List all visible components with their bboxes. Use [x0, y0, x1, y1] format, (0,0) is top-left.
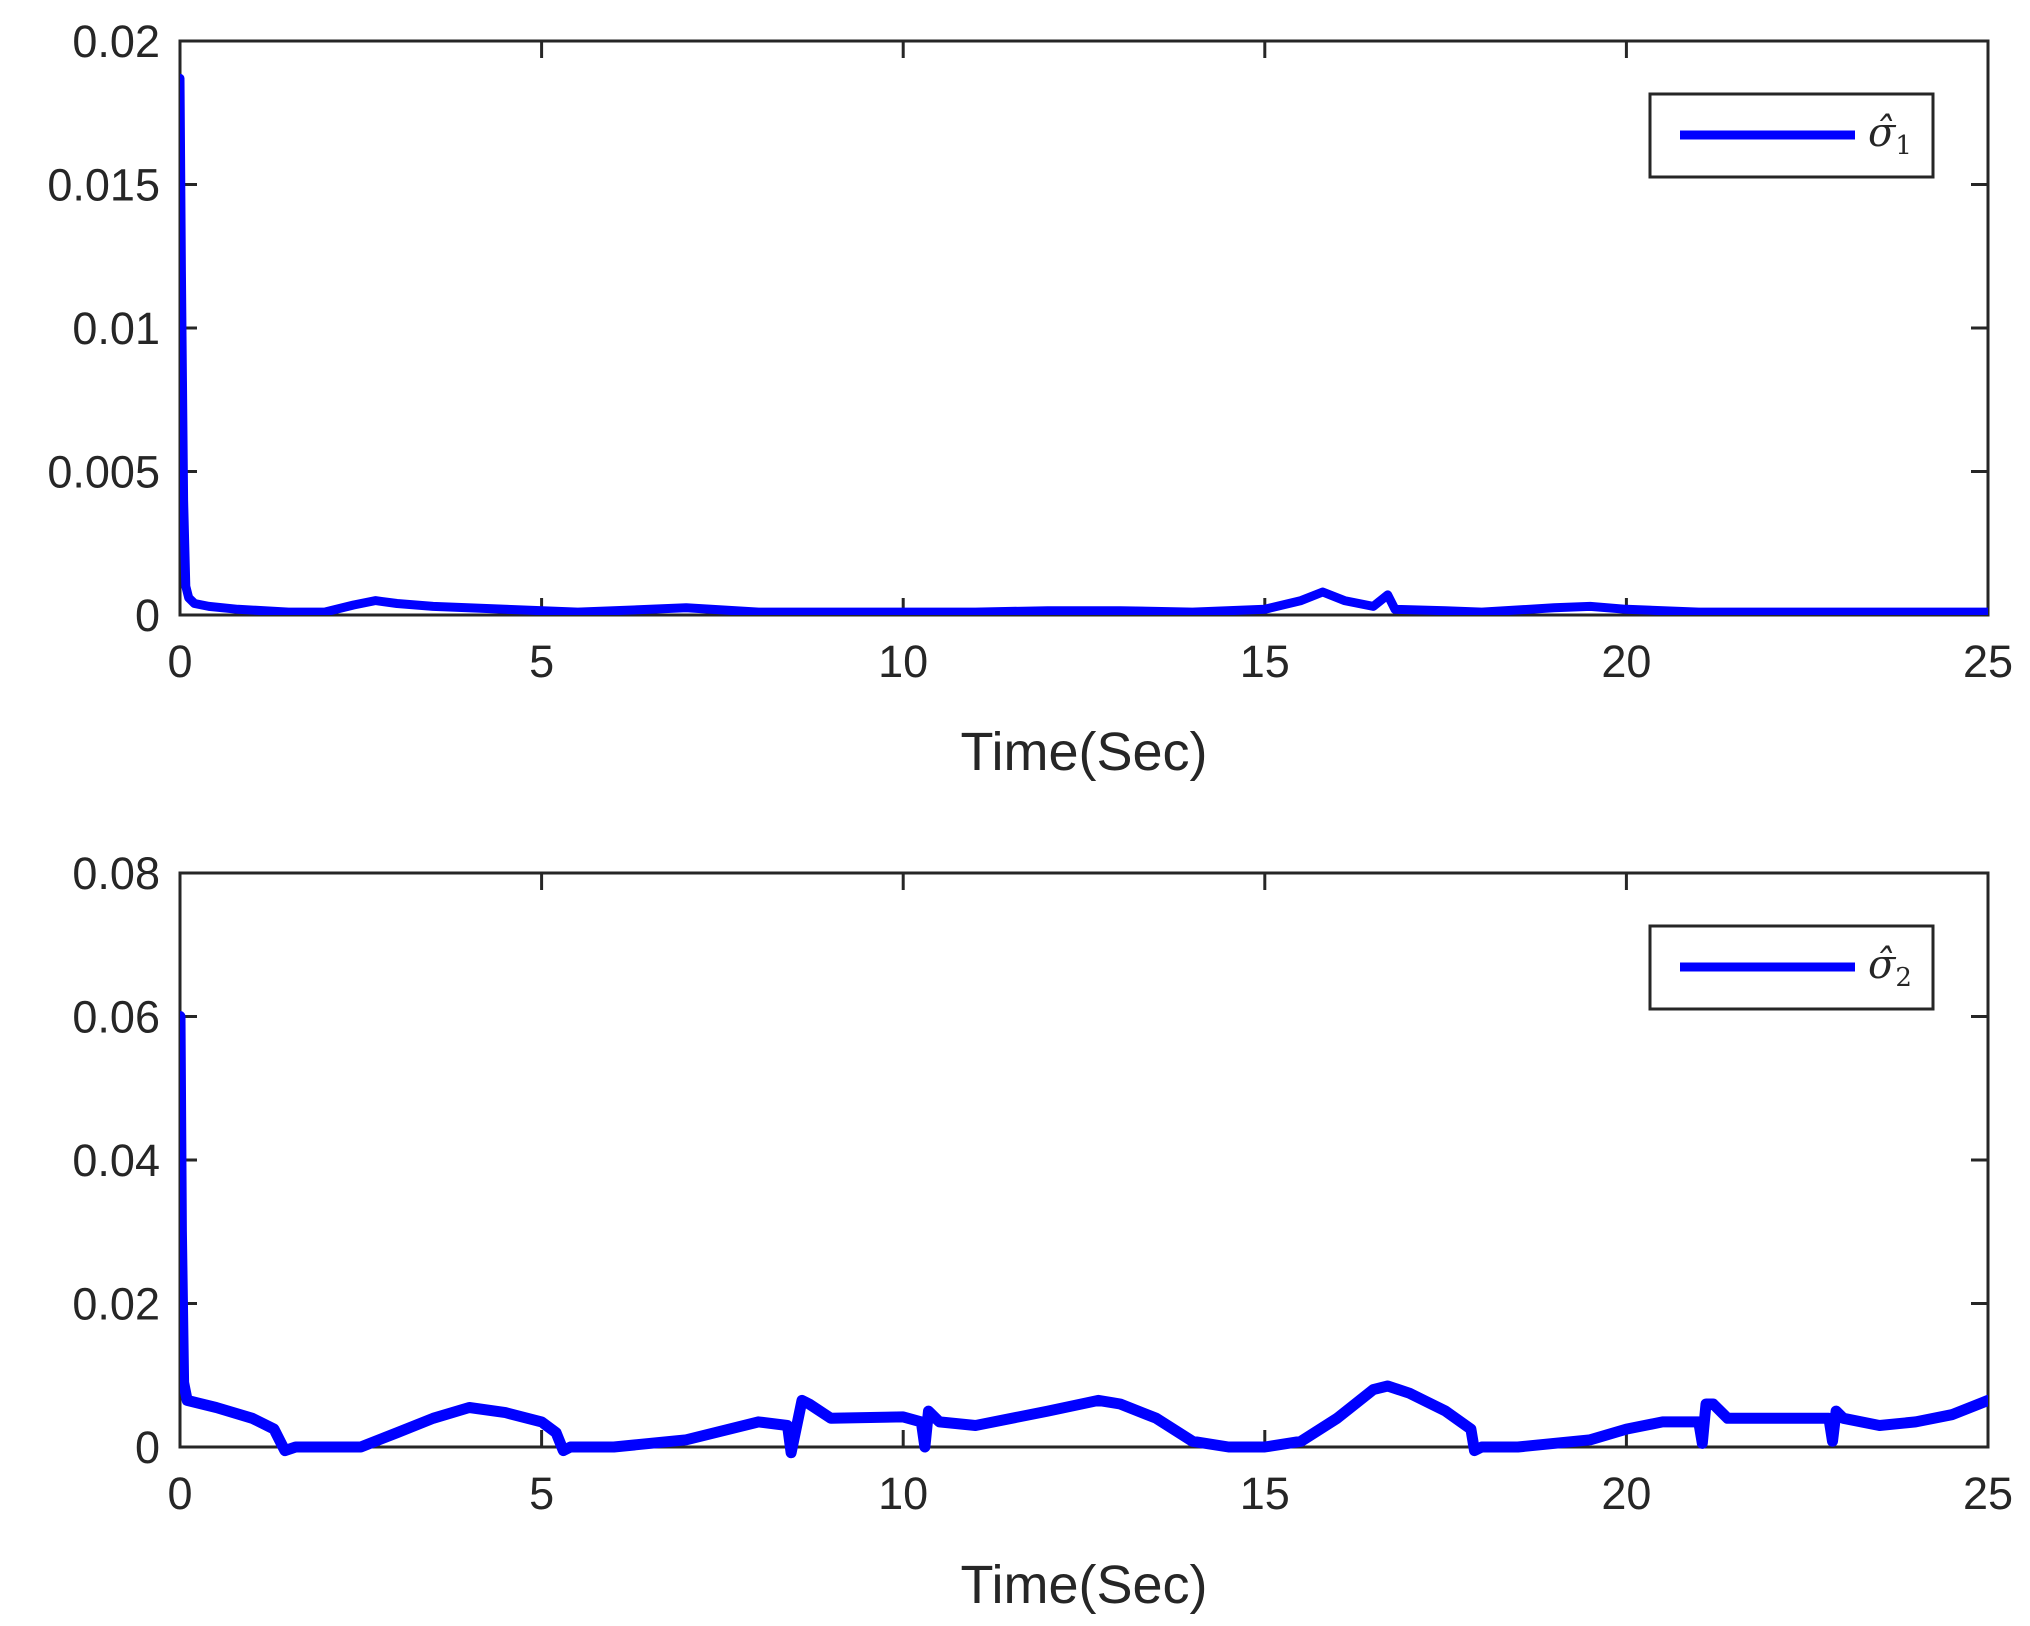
- y-ticks-2: 0 0.02 0.04 0.06 0.08: [72, 848, 1988, 1473]
- y-tick-label: 0.005: [47, 447, 160, 498]
- subplot-1: 0 5 10 15 20 25 0 0.005 0.01 0.015 0.02 Time(Sec)…: [47, 16, 2013, 782]
- x-tick-label: 0: [167, 636, 192, 687]
- y-tick-label: 0: [135, 590, 160, 641]
- y-tick-label: 0.02: [72, 1279, 160, 1330]
- x-tick-label: 5: [529, 1468, 554, 1519]
- series-line-sigma2: [180, 1011, 1988, 1459]
- legend-label-1: σ̂1: [1868, 110, 1912, 161]
- subplot-2: 0 5 10 15 20 25 0 0.02 0.04 0.06 0.08 Time(Sec) σ…: [72, 848, 2013, 1615]
- series-line-sigma1: [180, 73, 1988, 615]
- x-tick-label: 25: [1963, 1468, 2013, 1519]
- x-tick-label: 15: [1240, 636, 1290, 687]
- x-tick-label: 5: [529, 636, 554, 687]
- y-tick-label: 0.08: [72, 848, 160, 899]
- legend-symbol-1: σ̂: [1868, 110, 1897, 156]
- x-tick-label: 25: [1963, 636, 2013, 687]
- legend-2: σ̂2: [1648, 924, 1935, 1011]
- x-tick-label: 10: [878, 636, 928, 687]
- legend-label-2: σ̂2: [1868, 942, 1912, 993]
- x-ticks-1: 0 5 10 15 20 25: [167, 41, 2013, 687]
- y-tick-label: 0: [135, 1422, 160, 1473]
- x-tick-label: 20: [1601, 1468, 1651, 1519]
- legend-symbol-2: σ̂: [1868, 942, 1897, 988]
- legend-1: σ̂1: [1648, 92, 1935, 179]
- y-tick-label: 0.04: [72, 1135, 160, 1186]
- y-tick-label: 0.06: [72, 992, 160, 1043]
- y-tick-label: 0.01: [72, 303, 160, 354]
- x-axis-label-1: Time(Sec): [960, 722, 1207, 782]
- legend-subscript-1: 1: [1895, 131, 1912, 161]
- x-axis-label-2: Time(Sec): [960, 1555, 1207, 1615]
- x-tick-label: 0: [167, 1468, 192, 1519]
- y-tick-label: 0.015: [47, 160, 160, 211]
- x-tick-label: 15: [1240, 1468, 1290, 1519]
- legend-subscript-2: 2: [1895, 963, 1912, 993]
- y-tick-label: 0.02: [72, 16, 160, 67]
- y-ticks-1: 0 0.005 0.01 0.015 0.02: [47, 16, 1988, 641]
- x-ticks-2: 0 5 10 15 20 25: [167, 873, 2013, 1519]
- x-tick-label: 10: [878, 1468, 928, 1519]
- x-tick-label: 20: [1601, 636, 1651, 687]
